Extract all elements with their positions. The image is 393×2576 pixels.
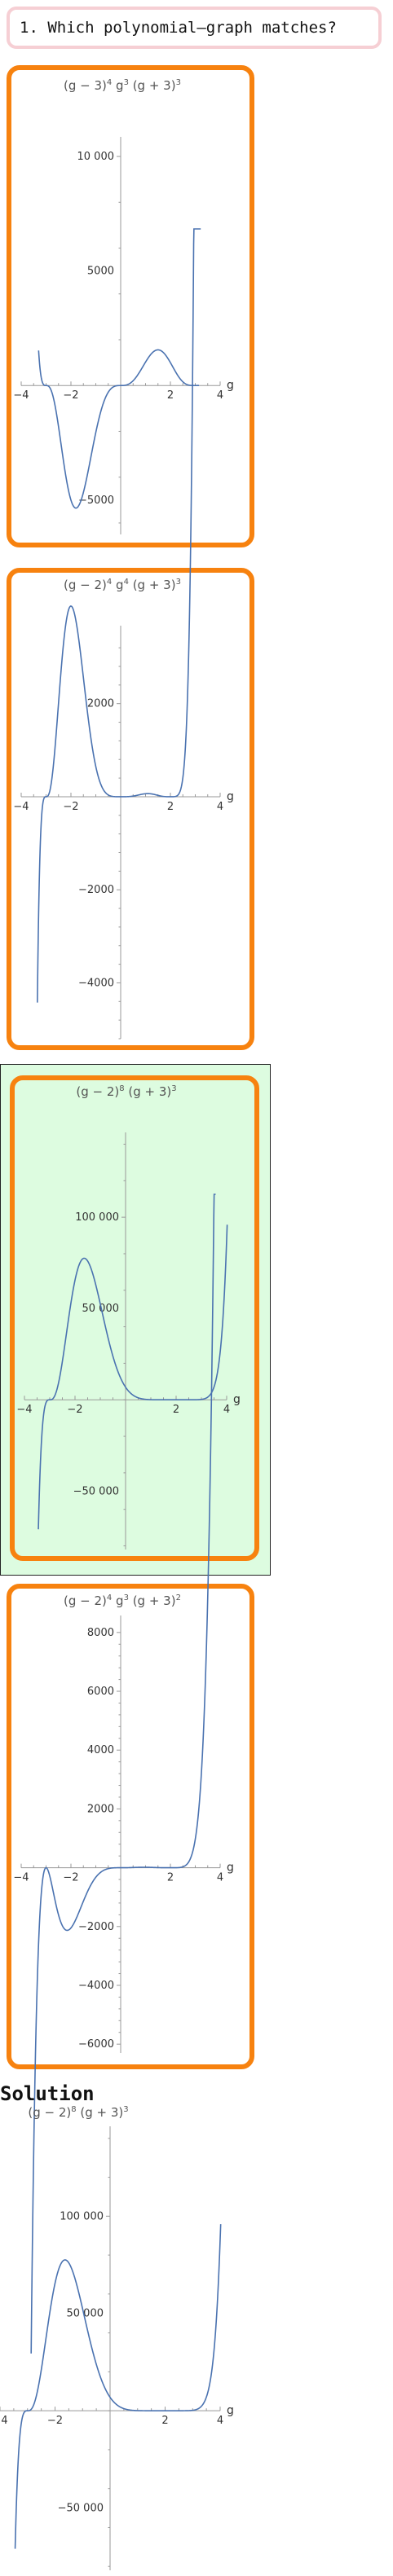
x-tick-label: −2 <box>63 801 78 813</box>
x-tick-label: 4 <box>217 389 223 402</box>
x-tick-label: −4 <box>0 2415 8 2427</box>
x-tick-label: −4 <box>16 1404 32 1416</box>
series-line <box>38 1224 228 1530</box>
chart-title: (g − 2)4 g3 (g + 3)2 <box>64 1594 181 1608</box>
solution-heading: Solution <box>0 2082 95 2105</box>
chart-title: (g − 2)4 g4 (g + 3)3 <box>64 578 181 592</box>
series-line <box>14 2224 222 2549</box>
y-tick-label: 4000 <box>87 1744 114 1756</box>
x-tick-label: −4 <box>13 389 29 402</box>
x-tick-label: 2 <box>161 2415 168 2427</box>
x-axis-label: g <box>227 379 234 392</box>
y-tick-label: −4000 <box>78 1980 114 1992</box>
y-tick-label: 2000 <box>87 1803 114 1815</box>
y-tick-label: −50 000 <box>58 2503 104 2515</box>
y-tick-label: −2000 <box>78 1921 114 1933</box>
y-tick-label: 2000 <box>87 698 114 710</box>
x-tick-label: 2 <box>167 389 174 402</box>
option-card-3[interactable] <box>10 1075 259 1561</box>
x-axis-label: g <box>227 2404 234 2417</box>
x-tick-label: −4 <box>13 801 29 813</box>
x-tick-label: −2 <box>63 1872 78 1884</box>
x-tick-label: 4 <box>217 801 223 813</box>
y-tick-label: −6000 <box>78 2038 114 2051</box>
y-tick-label: 5000 <box>87 266 114 278</box>
x-tick-label: 4 <box>217 2415 223 2427</box>
x-tick-label: 4 <box>217 1872 223 1884</box>
y-tick-label: −50 000 <box>73 1485 119 1497</box>
question-text: 1. Which polynomial–graph matches? <box>20 19 337 37</box>
y-tick-label: −2000 <box>78 884 114 896</box>
y-tick-label: 50 000 <box>82 1303 120 1315</box>
series-line <box>30 1193 216 2354</box>
x-tick-label: 2 <box>173 1404 179 1416</box>
chart-option-3: (g − 2)8 (g + 3)3 −4 −2 2 4g −50 000 50 000 100… <box>16 1084 241 1550</box>
option-card-1[interactable] <box>7 65 254 547</box>
chart-solution: (g − 2)8 (g + 3)3 −4 −2 2 4g −50 000 50 000 100… <box>0 2105 234 2570</box>
x-axis-label: g <box>227 790 234 803</box>
x-axis-label: g <box>233 1393 241 1406</box>
y-tick-label: 50 000 <box>67 2308 104 2320</box>
y-tick-label: −4000 <box>78 977 114 989</box>
chart-title: (g − 2)8 (g + 3)3 <box>28 2105 128 2120</box>
y-tick-label: 100 000 <box>60 2210 104 2222</box>
chart-option-2: (g − 2)4 g4 (g + 3)3−4 −2 2 4g−4000−2000200… <box>13 228 234 1040</box>
x-tick-label: −4 <box>13 1872 29 1884</box>
series-line <box>38 349 200 509</box>
x-tick-label: −2 <box>47 2415 63 2427</box>
y-tick-label: 10 000 <box>77 151 115 163</box>
option-card-4[interactable] <box>7 1584 254 2069</box>
x-tick-label: 2 <box>167 801 174 813</box>
y-tick-label: −5000 <box>78 495 114 507</box>
chart-option-1: (g − 3)4 g3 (g + 3)3 −4 −2 2 4g −5000 5000 10 0… <box>13 78 234 534</box>
y-tick-label: 6000 <box>87 1686 114 1698</box>
y-tick-label: 8000 <box>87 1627 114 1639</box>
series-line <box>37 228 201 1003</box>
chart-title: (g − 3)4 g3 (g + 3)3 <box>64 78 181 93</box>
question-box: 1. Which polynomial–graph matches? <box>7 7 382 49</box>
x-axis-label: g <box>227 1862 234 1875</box>
y-tick-label: 100 000 <box>75 1211 119 1224</box>
x-tick-label: −2 <box>67 1404 82 1416</box>
x-tick-label: 2 <box>167 1872 174 1884</box>
chart-title: (g − 2)8 (g + 3)3 <box>76 1084 176 1099</box>
option-card-2[interactable] <box>7 568 254 1050</box>
x-tick-label: 4 <box>223 1404 230 1416</box>
chart-option-4: (g − 2)4 g3 (g + 3)2−4 −2 2 4g−6000−4000−20… <box>13 1193 234 2354</box>
x-tick-label: −2 <box>63 389 78 402</box>
